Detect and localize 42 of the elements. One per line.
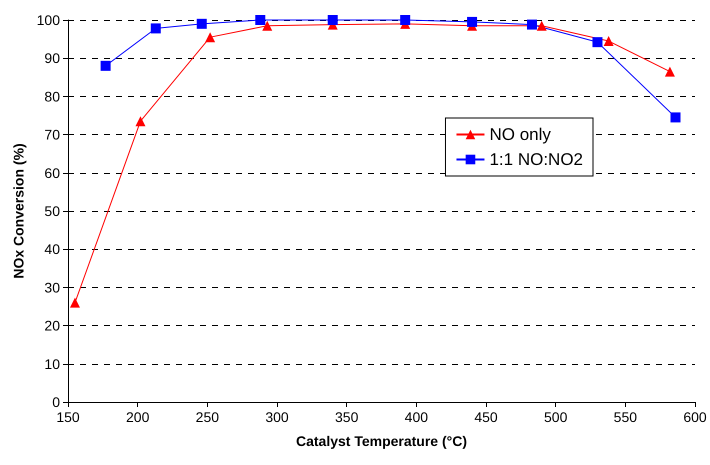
point <box>536 20 547 31</box>
y-tick-label: 60 <box>44 164 60 181</box>
point <box>262 20 272 31</box>
y-tick-label: 40 <box>44 241 60 258</box>
x-tick-label: 400 <box>404 409 428 425</box>
y-tick-label: 100 <box>36 12 60 28</box>
x-tick-label: 350 <box>334 409 359 425</box>
x-tick-label: 250 <box>196 409 220 425</box>
point <box>664 66 675 77</box>
y-tick-label: 70 <box>44 126 60 143</box>
point <box>100 60 111 71</box>
point <box>135 116 146 126</box>
point <box>70 298 80 308</box>
y-tick-label: 20 <box>44 318 60 334</box>
point <box>592 37 602 48</box>
x-tick-label: 500 <box>544 409 568 425</box>
x-tick-label: 600 <box>683 409 707 425</box>
point <box>467 16 478 27</box>
y-tick-label: 10 <box>44 356 60 372</box>
x-tick-label: 150 <box>56 409 80 425</box>
point <box>196 18 207 29</box>
legend-label: 1:1 NO:NO2 <box>489 150 584 169</box>
y-tick-label: 0 <box>52 394 60 410</box>
point <box>526 20 537 30</box>
x-tick-label: 200 <box>126 409 150 425</box>
y-tick-label: 30 <box>44 279 60 296</box>
x-axis-title: Catalyst Temperature (°C) <box>296 433 468 449</box>
y-tick-label: 90 <box>44 50 60 66</box>
point <box>150 23 161 34</box>
y-axis-title: NOx Conversion (%) <box>10 143 27 279</box>
x-tick-label: 550 <box>614 409 638 425</box>
x-tick-label: 300 <box>265 409 289 425</box>
y-tick-label: 80 <box>44 88 60 104</box>
point <box>604 36 614 46</box>
point <box>328 15 338 25</box>
point <box>255 15 266 25</box>
point <box>400 15 410 25</box>
y-tick-label: 50 <box>44 203 60 219</box>
legend-label: NO only <box>489 125 552 144</box>
point <box>670 112 680 122</box>
x-tick-label: 450 <box>474 409 498 425</box>
point <box>205 32 216 42</box>
